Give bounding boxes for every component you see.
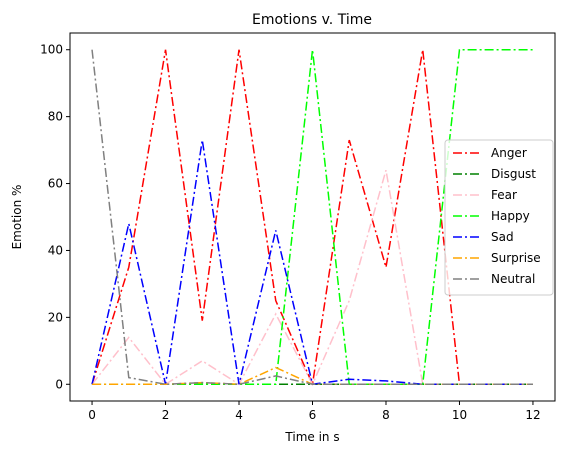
- legend-label: Happy: [491, 209, 530, 223]
- y-tick-label: 20: [48, 310, 63, 324]
- legend-label: Surprise: [491, 251, 541, 265]
- y-axis-ticks: 0 20 40 60 80 100: [40, 43, 70, 392]
- legend-label: Fear: [491, 188, 517, 202]
- x-tick-label: 6: [309, 408, 317, 422]
- legend-label: Disgust: [491, 167, 536, 181]
- x-axis-label: Time in s: [284, 430, 339, 444]
- x-tick-label: 10: [452, 408, 467, 422]
- y-tick-label: 40: [48, 243, 63, 257]
- y-tick-label: 60: [48, 177, 63, 191]
- y-axis-label: Emotion %: [10, 185, 24, 250]
- legend-label: Sad: [491, 230, 514, 244]
- x-tick-label: 0: [88, 408, 96, 422]
- x-tick-label: 12: [525, 408, 540, 422]
- y-tick-label: 80: [48, 110, 63, 124]
- x-tick-label: 8: [382, 408, 390, 422]
- x-tick-label: 4: [235, 408, 243, 422]
- x-axis-ticks: 0 2 4 6 8 10 12: [88, 401, 540, 422]
- y-tick-label: 100: [40, 43, 63, 57]
- chart-title: Emotions v. Time: [252, 12, 372, 28]
- legend-label: Neutral: [491, 272, 535, 286]
- x-tick-label: 2: [162, 408, 170, 422]
- y-tick-label: 0: [55, 377, 63, 391]
- legend-label: Anger: [491, 146, 527, 160]
- legend: Anger Disgust Fear Happy Sad Surprise Neutral: [445, 140, 553, 295]
